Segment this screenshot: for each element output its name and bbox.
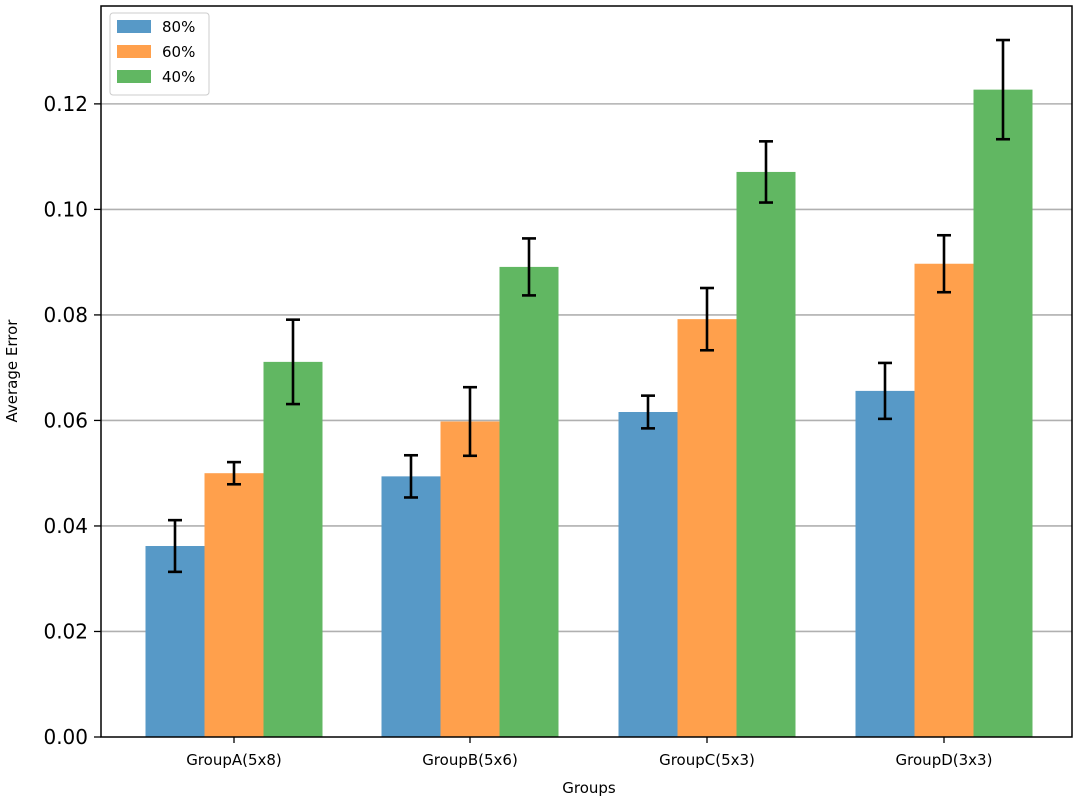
- error-bar: [404, 453, 418, 499]
- error-bar: [641, 394, 655, 430]
- error-bar: [522, 237, 536, 297]
- bar-80pct-3: [855, 390, 915, 737]
- y-tick-label: 0.00: [43, 725, 88, 749]
- y-tick-label: 0.12: [43, 92, 88, 116]
- y-tick-label: 0.02: [43, 619, 88, 643]
- bar-40pct-3: [973, 89, 1033, 738]
- bar-80pct-1: [381, 476, 441, 737]
- legend-label: 80%: [162, 18, 195, 36]
- error-bar: [168, 518, 182, 574]
- legend: 80% 60% 40%: [109, 12, 210, 96]
- y-tick-label: 0.04: [43, 514, 88, 538]
- legend-swatch: [117, 70, 151, 83]
- y-axis-label: Average Error: [3, 319, 21, 423]
- y-tick-label: 0.08: [43, 303, 88, 327]
- bar-40pct-2: [736, 171, 796, 737]
- y-axis-ticks: 0.00 0.02 0.04 0.06 0.08 0.10 0.12: [43, 92, 101, 749]
- x-axis-ticks: GroupA(5x8) GroupB(5x6) GroupC(5x3) GroupD(…: [186, 737, 992, 769]
- x-axis-label: Groups: [562, 779, 616, 797]
- bar-60pct-2: [677, 319, 737, 737]
- error-bar: [937, 233, 951, 294]
- bar-80pct-0: [145, 546, 205, 737]
- legend-label: 40%: [162, 68, 195, 86]
- y-tick-label: 0.06: [43, 408, 88, 432]
- error-bar: [759, 140, 773, 204]
- bar-80pct-2: [618, 411, 678, 737]
- x-tick-label: GroupD(3x3): [896, 751, 993, 769]
- bar-40pct-0: [263, 361, 323, 737]
- error-bar: [700, 286, 714, 352]
- bar-60pct-0: [204, 473, 264, 737]
- bars: [145, 89, 1033, 738]
- error-bars: [168, 38, 1010, 574]
- plot-frame: [100, 5, 1073, 738]
- legend-swatch: [117, 20, 151, 33]
- bar-60pct-1: [440, 421, 500, 737]
- bar-60pct-3: [914, 263, 974, 737]
- legend-swatch: [117, 45, 151, 58]
- error-bar: [227, 460, 241, 486]
- legend-label: 60%: [162, 43, 195, 61]
- y-tick-label: 0.10: [43, 197, 88, 221]
- x-tick-label: GroupC(5x3): [659, 751, 755, 769]
- error-bar: [878, 361, 892, 421]
- x-tick-label: GroupA(5x8): [186, 751, 282, 769]
- error-bar: [286, 318, 300, 406]
- x-tick-label: GroupB(5x6): [422, 751, 518, 769]
- bar-40pct-1: [499, 266, 559, 737]
- error-bar: [463, 385, 477, 458]
- error-bar: [996, 38, 1010, 141]
